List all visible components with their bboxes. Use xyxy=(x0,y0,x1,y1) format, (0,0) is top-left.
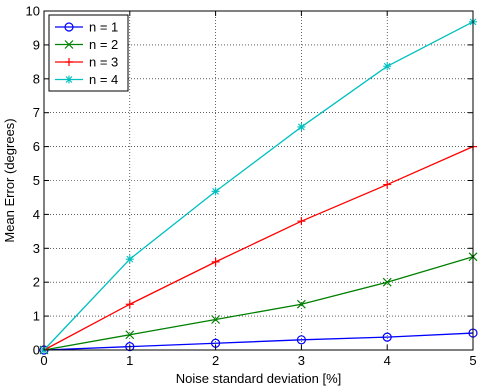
data-point xyxy=(211,257,220,266)
series-1 xyxy=(39,328,478,355)
x-tick-label: 5 xyxy=(469,353,476,368)
legend-entry: n = 1 xyxy=(55,20,118,35)
legend-entry: n = 4 xyxy=(55,72,118,87)
series-group xyxy=(39,17,478,355)
data-point xyxy=(211,315,221,324)
legend-label: n = 2 xyxy=(89,37,118,52)
data-point xyxy=(211,187,220,196)
x-tick-label: 3 xyxy=(298,353,305,368)
x-tick-label: 0 xyxy=(40,353,47,368)
y-tick-label: 9 xyxy=(33,37,40,52)
legend-entry: n = 3 xyxy=(55,55,118,70)
axis-ticks: 0 1 2 3 4 5 0 1 2 3 4 5 6 7 8 9 10 xyxy=(26,4,477,369)
legend-label: n = 4 xyxy=(89,72,118,87)
data-point xyxy=(297,217,306,226)
legend-label: n = 1 xyxy=(89,20,118,35)
legend-box xyxy=(48,14,129,92)
y-tick-label: 6 xyxy=(33,139,40,154)
data-point xyxy=(296,335,306,345)
y-tick-label: 4 xyxy=(33,207,40,222)
legend-swatch-marker xyxy=(64,22,74,32)
data-point xyxy=(382,332,392,342)
y-tick-label: 10 xyxy=(26,4,40,19)
data-point xyxy=(383,62,392,71)
x-axis-label: Noise standard deviation [%] xyxy=(176,371,341,386)
legend-swatch-marker xyxy=(65,75,73,84)
data-point xyxy=(125,300,134,309)
data-point xyxy=(297,122,306,131)
grid-lines xyxy=(44,11,473,350)
x-tick-label: 1 xyxy=(126,353,133,368)
legend-label: n = 3 xyxy=(89,55,118,70)
legend: n = 1 n = 2 n = 3 n = 4 xyxy=(48,14,129,92)
data-point xyxy=(382,277,392,287)
legend-swatch-marker xyxy=(65,58,73,66)
legend-swatch-marker xyxy=(64,40,74,49)
series-line xyxy=(43,256,474,351)
y-tick-label: 5 xyxy=(33,173,40,188)
data-point xyxy=(125,330,135,340)
y-tick-label: 7 xyxy=(33,105,40,120)
y-tick-label: 1 xyxy=(33,309,40,324)
series-line xyxy=(43,332,474,351)
data-point xyxy=(125,342,135,352)
series-line xyxy=(43,146,474,351)
data-point xyxy=(296,299,306,309)
y-axis-label: Mean Error (degrees) xyxy=(2,118,17,242)
series-line xyxy=(43,21,474,351)
y-tick-label: 2 xyxy=(33,275,40,290)
data-point xyxy=(383,180,392,189)
x-tick-label: 2 xyxy=(212,353,219,368)
legend-entry: n = 2 xyxy=(55,37,118,52)
x-tick-label: 4 xyxy=(384,353,391,368)
y-tick-label: 0 xyxy=(33,343,40,358)
data-point xyxy=(125,255,134,264)
y-tick-label: 8 xyxy=(33,71,40,86)
y-tick-label: 3 xyxy=(33,241,40,256)
